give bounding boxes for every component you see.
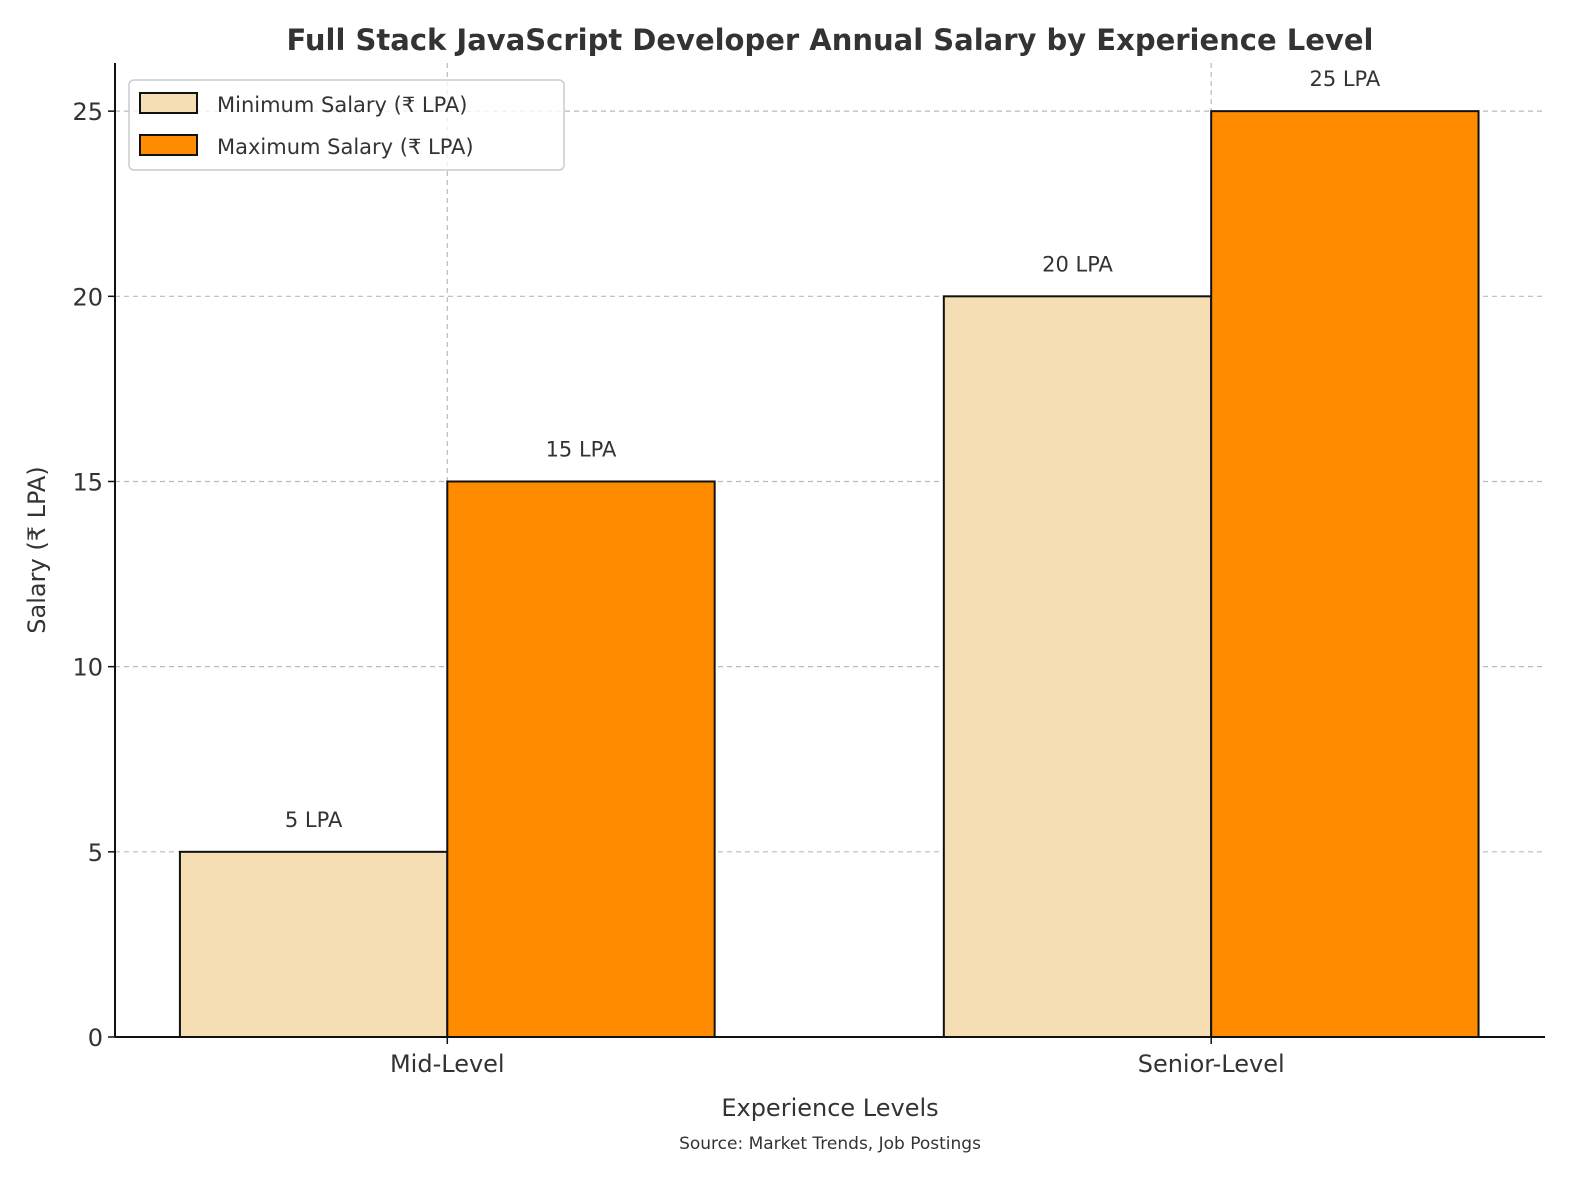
x-tick-label: Senior-Level xyxy=(1138,1050,1285,1078)
bar-max-senior-level xyxy=(1210,110,1480,1039)
y-tick-label: 0 xyxy=(88,1024,103,1052)
bars xyxy=(178,110,1480,1039)
y-axis-label: Salary (₹ LPA) xyxy=(23,466,51,633)
legend-label-max: Maximum Salary (₹ LPA) xyxy=(217,135,474,159)
data-label: 20 LPA xyxy=(1042,252,1113,276)
legend-box xyxy=(128,79,565,171)
legend-label-min: Minimum Salary (₹ LPA) xyxy=(217,93,467,117)
axes: 0 5 10 15 20 25 Mid-Level Senior-Level xyxy=(72,63,1545,1078)
legend-swatch-max xyxy=(139,134,198,156)
y-tick-label: 15 xyxy=(72,468,103,496)
y-tick-label: 5 xyxy=(88,839,103,867)
y-tick-label: 20 xyxy=(72,283,103,311)
bar-max-mid-level xyxy=(446,480,716,1038)
data-label: 5 LPA xyxy=(285,808,343,832)
legend-swatch-min xyxy=(139,92,198,114)
data-labels: 5 LPA 20 LPA 15 LPA 25 LPA xyxy=(285,67,1381,832)
data-label: 25 LPA xyxy=(1309,67,1380,91)
bar-min-mid-level xyxy=(178,850,449,1039)
legend: Minimum Salary (₹ LPA) Maximum Salary (₹… xyxy=(128,79,565,171)
x-axis-label: Experience Levels xyxy=(721,1094,938,1122)
y-tick-label: 25 xyxy=(72,98,103,126)
y-tick-label: 10 xyxy=(72,654,103,682)
data-label: 15 LPA xyxy=(546,437,617,461)
chart-title: Full Stack JavaScript Developer Annual S… xyxy=(287,23,1374,57)
source-caption: Source: Market Trends, Job Postings xyxy=(679,1134,981,1154)
bar-min-senior-level xyxy=(942,295,1213,1038)
x-tick-label: Mid-Level xyxy=(390,1050,505,1078)
